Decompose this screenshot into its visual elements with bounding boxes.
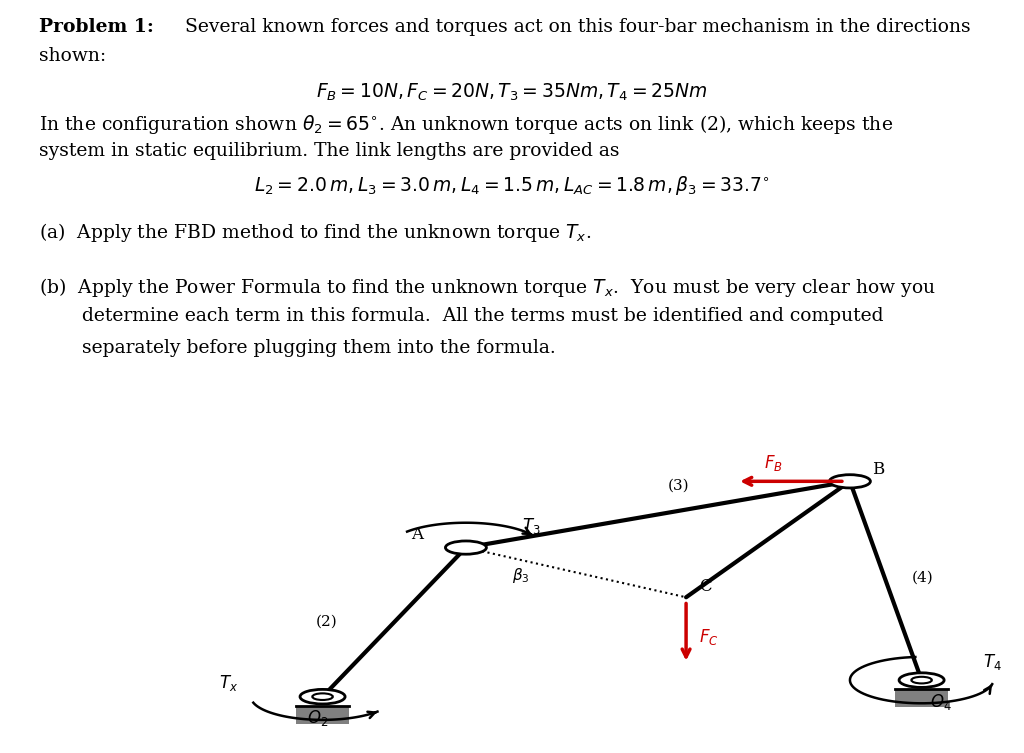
Text: (b)  Apply the Power Formula to find the unknown torque $T_x$.  You must be very: (b) Apply the Power Formula to find the …: [39, 276, 936, 299]
Text: system in static equilibrium. The link lengths are provided as: system in static equilibrium. The link l…: [39, 142, 620, 160]
Bar: [895, 689, 948, 707]
Text: (4): (4): [911, 571, 933, 584]
Bar: [296, 706, 349, 724]
Circle shape: [312, 694, 333, 700]
Text: (3): (3): [668, 479, 690, 493]
Text: $L_2 = 2.0\,m, L_3 = 3.0\,m, L_4 = 1.5\,m, L_{AC} = 1.8\,m, \beta_3 = 33.7^{\cir: $L_2 = 2.0\,m, L_3 = 3.0\,m, L_4 = 1.5\,…: [254, 174, 770, 197]
Text: C: C: [699, 578, 712, 595]
Text: $O_4$: $O_4$: [930, 691, 951, 712]
Text: $\beta_3$: $\beta_3$: [512, 566, 529, 585]
Text: $F_C$: $F_C$: [699, 627, 719, 647]
Text: $T_x$: $T_x$: [219, 673, 239, 694]
Text: (a)  Apply the FBD method to find the unknown torque $T_x$.: (a) Apply the FBD method to find the unk…: [39, 221, 591, 245]
Text: $F_B = 10N, F_C = 20N, T_3 = 35Nm, T_4 = 25Nm$: $F_B = 10N, F_C = 20N, T_3 = 35Nm, T_4 =…: [316, 81, 708, 102]
Circle shape: [911, 677, 932, 684]
Circle shape: [300, 690, 345, 704]
Text: In the configuration shown $\theta_2 = 65^{\circ}$. An unknown torque acts on li: In the configuration shown $\theta_2 = 6…: [39, 113, 893, 136]
Circle shape: [829, 474, 870, 488]
Text: $F_B$: $F_B$: [764, 453, 782, 473]
Text: determine each term in this formula.  All the terms must be identified and compu: determine each term in this formula. All…: [82, 307, 884, 325]
Text: $T_3$: $T_3$: [522, 516, 541, 536]
Text: Several known forces and torques act on this four-bar mechanism in the direction: Several known forces and torques act on …: [179, 18, 971, 36]
Text: (2): (2): [316, 615, 338, 629]
Text: B: B: [872, 461, 885, 478]
Circle shape: [445, 541, 486, 554]
Text: Problem 1:: Problem 1:: [39, 18, 154, 36]
Text: $T_4$: $T_4$: [983, 652, 1001, 672]
Text: $O_2$: $O_2$: [307, 708, 328, 728]
Circle shape: [899, 673, 944, 687]
Text: separately before plugging them into the formula.: separately before plugging them into the…: [82, 339, 556, 357]
Text: A: A: [411, 526, 423, 543]
Text: shown:: shown:: [39, 47, 106, 66]
